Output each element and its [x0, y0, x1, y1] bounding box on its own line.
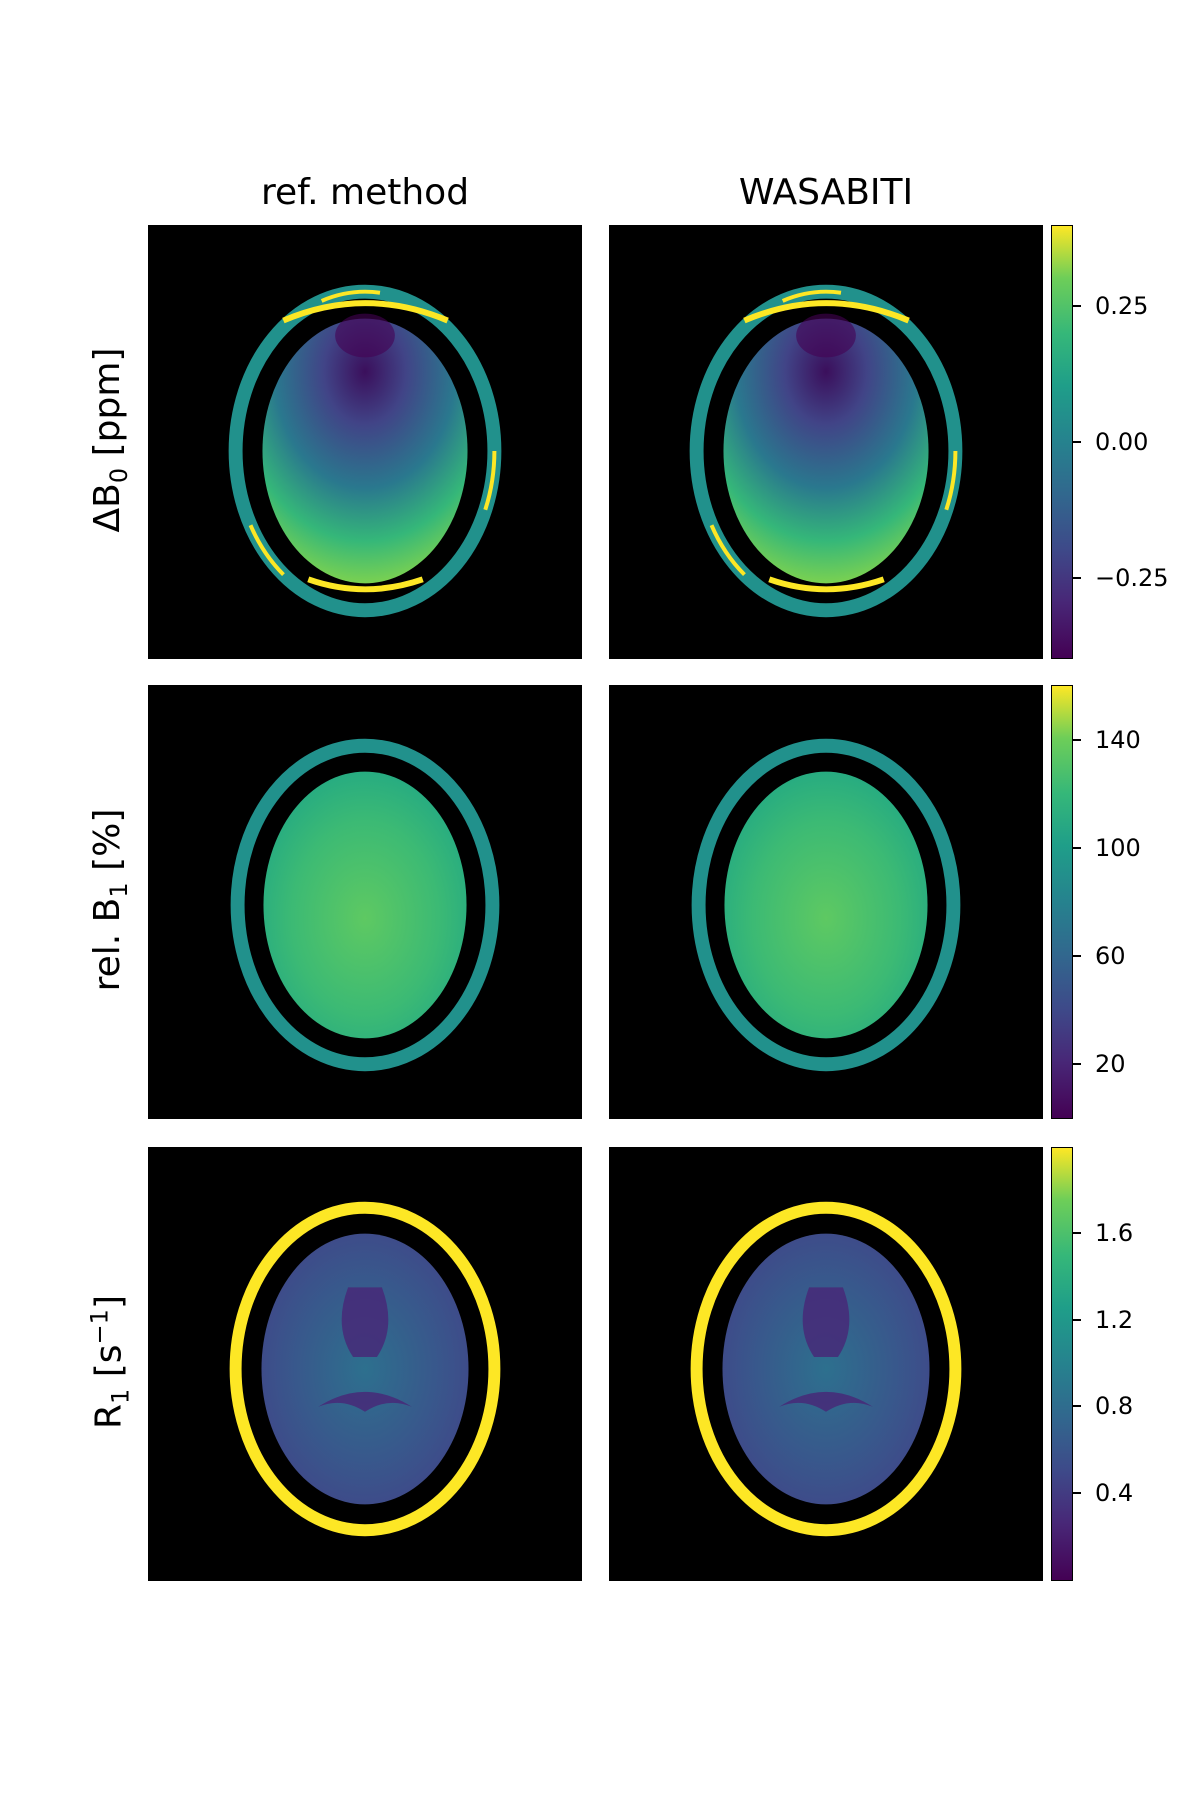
colorbar-r1 — [1051, 1147, 1073, 1581]
column-title-wasabiti: WASABITI — [738, 172, 914, 213]
map-r1-wasabiti — [609, 1147, 1043, 1581]
row-label-r1: R1 [s−1] — [85, 1295, 135, 1429]
map-delta-b0-wasabiti — [609, 225, 1043, 659]
row-label-rel-b1: rel. B1 [%] — [86, 808, 134, 992]
row-label-delta-b0: ΔB0 [ppm] — [86, 347, 134, 533]
colorbar-rel-b1 — [1051, 685, 1073, 1119]
colorbar-delta-b0 — [1051, 225, 1073, 659]
map-delta-b0-ref — [148, 225, 582, 659]
map-rel-b1-ref — [148, 685, 582, 1119]
map-rel-b1-wasabiti — [609, 685, 1043, 1119]
column-title-ref-method: ref. method — [260, 172, 470, 213]
map-r1-ref — [148, 1147, 582, 1581]
